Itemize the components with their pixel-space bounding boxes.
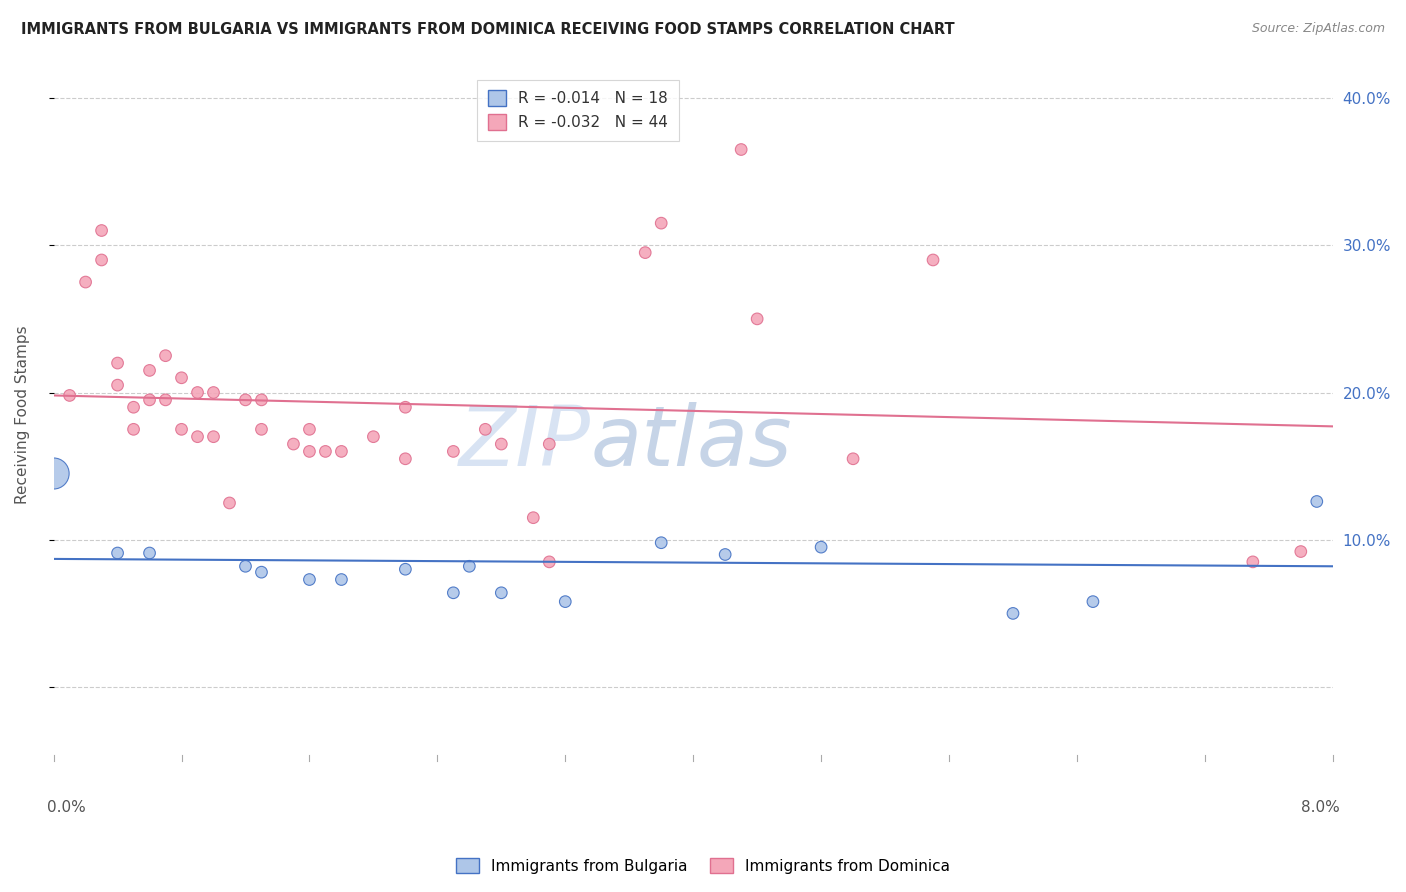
Point bbox=[138, 546, 160, 560]
Text: IMMIGRANTS FROM BULGARIA VS IMMIGRANTS FROM DOMINICA RECEIVING FOOD STAMPS CORRE: IMMIGRANTS FROM BULGARIA VS IMMIGRANTS F… bbox=[21, 22, 955, 37]
Point bbox=[458, 559, 481, 574]
Text: 0.0%: 0.0% bbox=[46, 799, 86, 814]
Point bbox=[298, 573, 321, 587]
Point bbox=[170, 422, 193, 436]
Point bbox=[394, 401, 416, 415]
Point bbox=[250, 565, 273, 579]
Point bbox=[1001, 607, 1024, 621]
Point bbox=[314, 444, 336, 458]
Point bbox=[922, 252, 945, 267]
Point bbox=[122, 401, 145, 415]
Point bbox=[538, 437, 561, 451]
Point bbox=[90, 252, 112, 267]
Point bbox=[122, 422, 145, 436]
Point bbox=[330, 444, 353, 458]
Point bbox=[298, 422, 321, 436]
Point bbox=[1241, 555, 1264, 569]
Point bbox=[59, 388, 82, 402]
Point bbox=[283, 437, 305, 451]
Point bbox=[186, 430, 208, 444]
Text: Source: ZipAtlas.com: Source: ZipAtlas.com bbox=[1251, 22, 1385, 36]
Point bbox=[650, 216, 672, 230]
Point bbox=[554, 594, 576, 608]
Point bbox=[1081, 594, 1104, 608]
Point bbox=[650, 535, 672, 549]
Point bbox=[107, 378, 129, 392]
Point bbox=[107, 356, 129, 370]
Y-axis label: Receiving Food Stamps: Receiving Food Stamps bbox=[15, 326, 30, 504]
Point bbox=[202, 430, 225, 444]
Point bbox=[363, 430, 385, 444]
Point bbox=[155, 392, 177, 407]
Point bbox=[842, 451, 865, 466]
Point bbox=[235, 392, 257, 407]
Point bbox=[250, 392, 273, 407]
Point bbox=[155, 349, 177, 363]
Point bbox=[138, 363, 160, 377]
Text: atlas: atlas bbox=[591, 401, 793, 483]
Point bbox=[250, 422, 273, 436]
Point bbox=[218, 496, 240, 510]
Point bbox=[170, 371, 193, 385]
Point bbox=[1306, 494, 1329, 508]
Point bbox=[42, 467, 65, 481]
Point bbox=[730, 143, 752, 157]
Point bbox=[90, 223, 112, 237]
Point bbox=[491, 437, 513, 451]
Point bbox=[394, 451, 416, 466]
Legend: R = -0.014   N = 18, R = -0.032   N = 44: R = -0.014 N = 18, R = -0.032 N = 44 bbox=[477, 79, 679, 141]
Point bbox=[491, 586, 513, 600]
Point bbox=[330, 573, 353, 587]
Point bbox=[474, 422, 496, 436]
Point bbox=[235, 559, 257, 574]
Point bbox=[441, 444, 464, 458]
Text: 8.0%: 8.0% bbox=[1301, 799, 1340, 814]
Text: ZIP: ZIP bbox=[458, 401, 591, 483]
Point bbox=[138, 392, 160, 407]
Point bbox=[441, 586, 464, 600]
Point bbox=[107, 546, 129, 560]
Point bbox=[810, 540, 832, 554]
Point bbox=[394, 562, 416, 576]
Point bbox=[202, 385, 225, 400]
Point bbox=[298, 444, 321, 458]
Point bbox=[186, 385, 208, 400]
Point bbox=[634, 245, 657, 260]
Point bbox=[1289, 544, 1312, 558]
Point bbox=[538, 555, 561, 569]
Point bbox=[714, 548, 737, 562]
Legend: Immigrants from Bulgaria, Immigrants from Dominica: Immigrants from Bulgaria, Immigrants fro… bbox=[450, 852, 956, 880]
Point bbox=[522, 510, 544, 524]
Point bbox=[75, 275, 97, 289]
Point bbox=[747, 311, 769, 326]
